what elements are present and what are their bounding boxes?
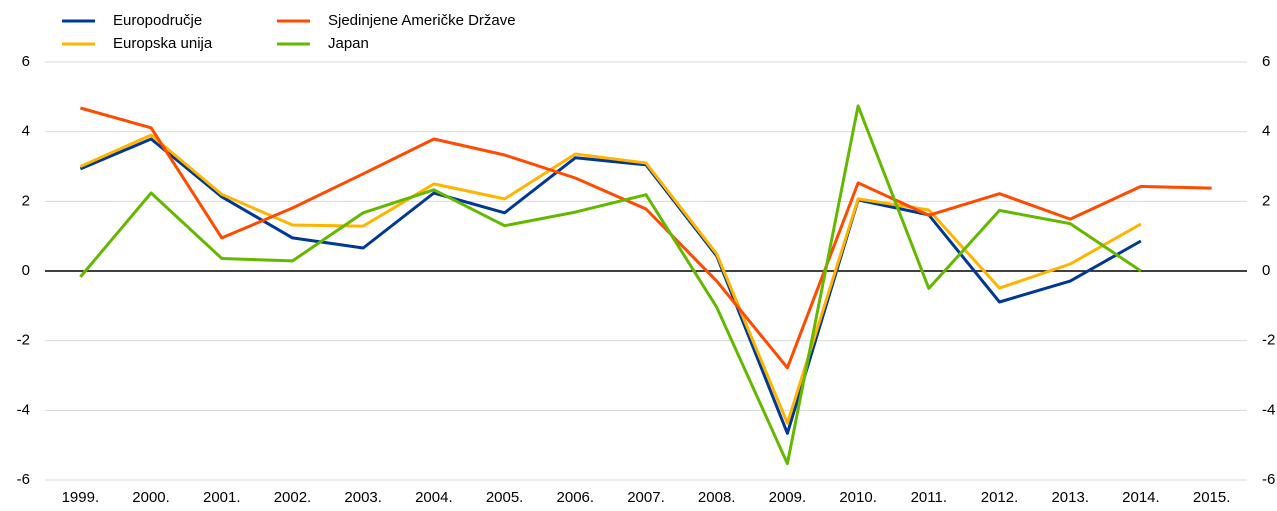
- y-tick-label: 4: [22, 123, 30, 140]
- series-line: [79, 137, 1142, 435]
- y-tick-label: 0: [22, 262, 30, 279]
- legend-label: Europodručje: [113, 12, 202, 29]
- x-tick-label: 2003.: [344, 489, 382, 506]
- x-tick-label: 1999.: [62, 489, 100, 506]
- x-tick-label: 2006.: [557, 489, 595, 506]
- y2-tick-label: 4: [1262, 123, 1270, 140]
- y-tick-label: 6: [22, 53, 30, 70]
- x-tick-label: 2012.: [981, 489, 1019, 506]
- y-tick-label: 2: [22, 192, 30, 209]
- series-line: [79, 104, 1142, 466]
- x-tick-label: 2008.: [698, 489, 736, 506]
- x-tick-label: 2005.: [486, 489, 524, 506]
- x-tick-label: 2009.: [769, 489, 807, 506]
- x-tick-label: 2007.: [627, 489, 665, 506]
- y-tick-label: -2: [17, 332, 30, 349]
- y2-tick-label: -2: [1262, 332, 1275, 349]
- legend-label: Europska unija: [113, 35, 213, 52]
- y2-tick-label: -4: [1262, 401, 1275, 418]
- y-tick-label: -4: [17, 401, 30, 418]
- y2-tick-label: -6: [1262, 471, 1275, 488]
- y2-tick-label: 2: [1262, 192, 1270, 209]
- x-tick-label: 2002.: [274, 489, 312, 506]
- x-tick-label: 2004.: [415, 489, 453, 506]
- x-tick-label: 2013.: [1051, 489, 1089, 506]
- x-tick-label: 2001.: [203, 489, 241, 506]
- x-tick-label: 2010.: [839, 489, 877, 506]
- y-tick-label: -6: [17, 471, 30, 488]
- y2-tick-label: 0: [1262, 262, 1270, 279]
- legend-label: Sjedinjene Američke Države: [328, 12, 516, 29]
- x-tick-label: 2000.: [132, 489, 170, 506]
- y2-tick-label: 6: [1262, 53, 1270, 70]
- x-tick-label: 2014.: [1122, 489, 1160, 506]
- x-tick-label: 2011.: [911, 489, 947, 506]
- legend-label: Japan: [328, 35, 369, 52]
- series-line: [79, 106, 1212, 370]
- x-tick-label: 2015.: [1193, 489, 1231, 506]
